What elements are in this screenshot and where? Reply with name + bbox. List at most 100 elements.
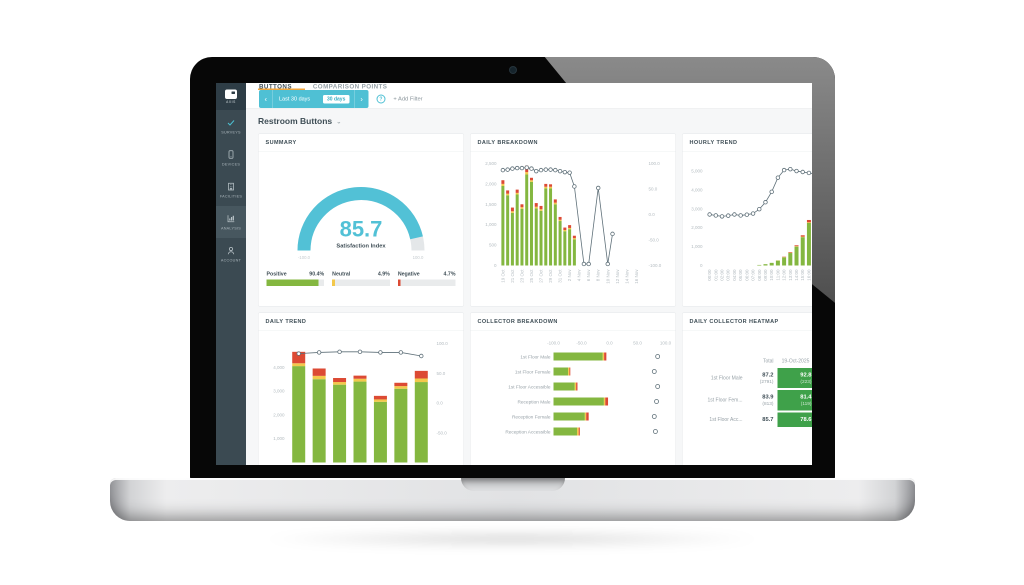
card-title-heatmap: DAILY COLLECTOR HEATMAP [682, 313, 812, 331]
tab-buttons[interactable]: BUTTONS [258, 83, 305, 90]
svg-text:12:00: 12:00 [782, 269, 787, 281]
svg-text:0: 0 [494, 263, 497, 268]
stat-neutral: Neutral 4.9% [332, 271, 390, 286]
sidebar-item-surveys[interactable]: SURVEYS [216, 110, 246, 142]
svg-text:16:00: 16:00 [806, 269, 811, 281]
add-filter-button[interactable]: + Add Filter [393, 96, 423, 102]
heatmap-row: 1st Floor Male 87.2 (2791) 92.8 (223) [690, 368, 812, 389]
tab-bar: BUTTONS COMPARISON POINTS [246, 83, 812, 90]
svg-text:4,000: 4,000 [691, 187, 703, 192]
svg-text:100.0: 100.0 [660, 341, 672, 346]
heatmap-col-date: 19-Oct-2025 [781, 358, 810, 365]
user-icon [226, 246, 236, 256]
svg-text:06:00: 06:00 [744, 269, 749, 281]
svg-text:Reception Male: Reception Male [517, 400, 550, 406]
dashboard-app: AXIS SURVEYS DEVICES FACILITIES ANALYSIS ACC… [216, 83, 812, 465]
sidebar-item-analysis[interactable]: ANALYSIS [216, 206, 246, 238]
collector-breakdown-card: COLLECTOR BREAKDOWN -100.0 -50.0 0.0 50.0 10… [470, 312, 676, 465]
sidebar-item-label: ANALYSIS [220, 226, 242, 231]
chart-icon [226, 214, 236, 224]
main-area: BUTTONS COMPARISON POINTS ‹ Last 30 days… [246, 83, 812, 465]
svg-text:-50.0: -50.0 [649, 238, 660, 243]
sidebar-item-label: DEVICES [221, 162, 241, 167]
svg-text:15:00: 15:00 [800, 269, 805, 281]
chevron-down-icon[interactable]: ⌄ [336, 117, 342, 126]
svg-text:14:00: 14:00 [794, 269, 799, 281]
svg-text:11:00: 11:00 [775, 269, 780, 280]
svg-text:21 Oct: 21 Oct [510, 269, 515, 283]
heatmap-row: 1st Floor Acc... 85.7 78.6 [690, 412, 812, 427]
svg-text:23 Oct: 23 Oct [519, 269, 524, 283]
sidebar-item-label: SURVEYS [221, 130, 241, 135]
range-prev-button[interactable]: ‹ [259, 90, 273, 108]
svg-text:4 Nov: 4 Nov [577, 269, 582, 282]
card-title-summary: SUMMARY [258, 134, 464, 152]
svg-text:29 Oct: 29 Oct [548, 269, 553, 283]
svg-text:0.0: 0.0 [437, 401, 444, 406]
stat-positive: Positive 90.4% [266, 271, 325, 286]
svg-text:50.0: 50.0 [633, 341, 642, 346]
svg-text:12 Nov: 12 Nov [615, 269, 620, 284]
svg-text:2,000: 2,000 [273, 412, 285, 417]
sidebar-item-label: FACILITIES [219, 194, 243, 199]
daily-trend-chart: 4,000 3,000 2,000 1,000 100.0 50.0 0.0 -50.0 [259, 331, 464, 466]
hourly-trend-chart: 5,000 4,000 3,000 2,000 1,000 0 00:00 01:00 02:0… [683, 152, 812, 307]
svg-text:0.0: 0.0 [606, 341, 613, 346]
svg-text:1,500: 1,500 [485, 202, 497, 207]
range-days-chip[interactable]: 30 days [323, 94, 350, 104]
stat-negative: Negative 4.7% [397, 271, 456, 286]
card-title-collector-breakdown: COLLECTOR BREAKDOWN [470, 313, 676, 331]
svg-text:1,000: 1,000 [273, 436, 285, 441]
daily-collector-heatmap-table: Total 19-Oct-2025 1st Floor Male 87.2 (2791)… [683, 331, 812, 429]
svg-text:10 Nov: 10 Nov [605, 269, 610, 284]
svg-text:-50.0: -50.0 [576, 341, 587, 346]
logo-icon [225, 89, 237, 99]
svg-text:Reception Accessible: Reception Accessible [505, 430, 551, 436]
webcam [509, 67, 516, 73]
cards-row-2: DAILY TREND 4,000 3,000 2,000 1,000 100.0 50.… [258, 312, 812, 466]
heatmap-cell[interactable]: 81.4 (119) [777, 390, 812, 411]
svg-text:5,000: 5,000 [691, 169, 703, 174]
svg-text:1st Floor Female: 1st Floor Female [515, 370, 551, 376]
date-range-picker[interactable]: ‹ Last 30 days 30 days › [259, 90, 369, 108]
svg-text:-100.0: -100.0 [649, 263, 662, 268]
range-label: Last 30 days [279, 96, 311, 102]
filter-bar: ‹ Last 30 days 30 days › ? + Add Filter [246, 90, 812, 109]
svg-text:-100.0: -100.0 [298, 255, 311, 260]
svg-text:2,000: 2,000 [691, 225, 703, 230]
heatmap-col-total: Total [762, 358, 774, 365]
svg-text:19 Oct: 19 Oct [500, 269, 505, 283]
app-logo[interactable]: AXIS [216, 83, 246, 110]
svg-text:1,000: 1,000 [485, 222, 497, 227]
heatmap-cell[interactable]: 78.6 [777, 412, 812, 427]
laptop-base [110, 478, 915, 521]
range-next-button[interactable]: › [354, 90, 368, 108]
help-icon[interactable]: ? [376, 94, 386, 104]
page-title-row: Restroom Buttons ⌄ [258, 117, 812, 127]
svg-text:8 Nov: 8 Nov [596, 269, 601, 282]
svg-text:85.7: 85.7 [340, 217, 383, 242]
svg-text:Satisfaction Index: Satisfaction Index [336, 244, 386, 250]
svg-text:31 Oct: 31 Oct [558, 269, 563, 283]
laptop-notch [460, 478, 565, 491]
check-icon [226, 118, 236, 128]
svg-text:-50.0: -50.0 [437, 430, 448, 435]
tab-comparison-points[interactable]: COMPARISON POINTS [312, 83, 388, 90]
summary-card: SUMMARY 85.7 Satisfaction Index -100.0 100.… [258, 133, 464, 307]
sidebar-item-devices[interactable]: DEVICES [216, 142, 246, 174]
heatmap-cell[interactable]: 92.8 (223) [777, 368, 812, 389]
daily-trend-card: DAILY TREND 4,000 3,000 2,000 1,000 100.0 50.… [258, 312, 464, 466]
svg-text:100.0: 100.0 [437, 341, 449, 346]
sidebar-item-facilities[interactable]: FACILITIES [216, 174, 246, 206]
svg-text:500: 500 [489, 243, 497, 248]
sidebar-item-account[interactable]: ACCOUNT [216, 238, 246, 270]
svg-text:0: 0 [700, 263, 703, 268]
svg-text:2,000: 2,000 [485, 181, 497, 186]
daily-breakdown-card: DAILY BREAKDOWN 2,500 2,000 1,500 1,000 500 0… [470, 133, 676, 307]
svg-text:10:00: 10:00 [769, 269, 774, 281]
svg-text:16 Nov: 16 Nov [634, 269, 639, 284]
svg-text:2,500: 2,500 [485, 161, 497, 166]
laptop-reflection [162, 527, 862, 551]
sidebar: AXIS SURVEYS DEVICES FACILITIES ANALYSIS ACC… [216, 83, 246, 465]
